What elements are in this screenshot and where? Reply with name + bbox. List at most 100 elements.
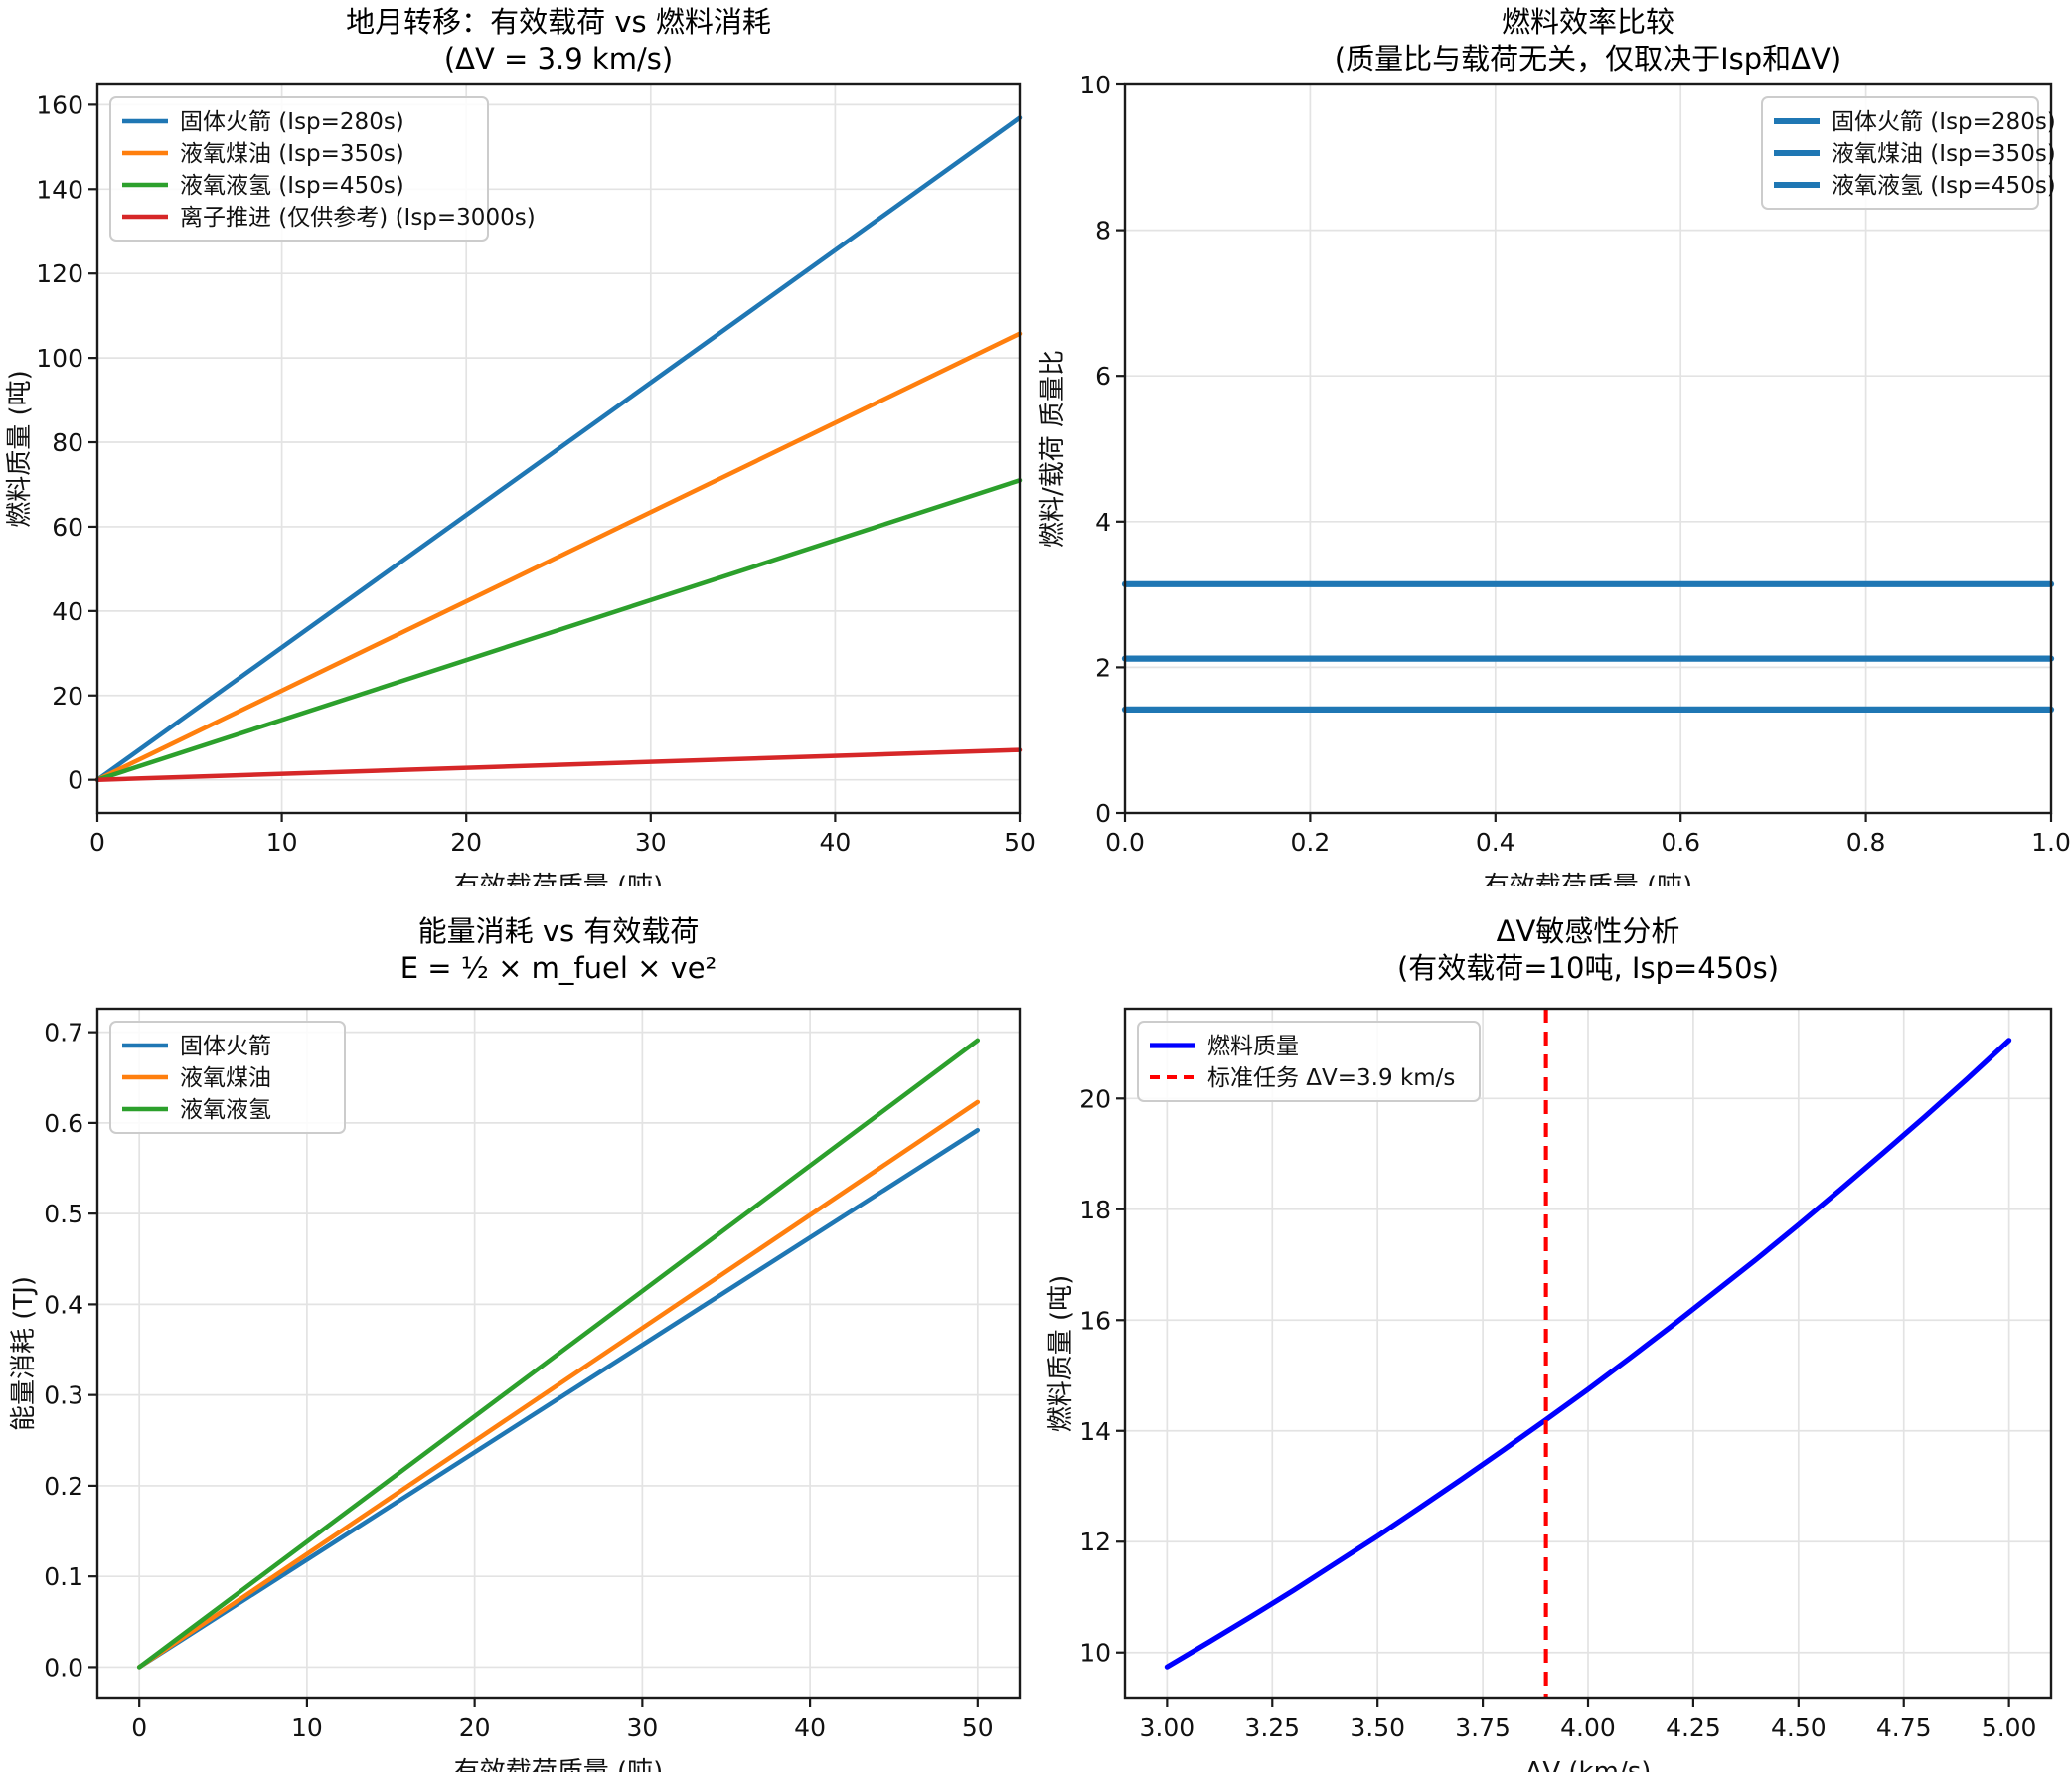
x-tick-label: 5.00 [1982,1713,2037,1742]
series-group [1121,580,2055,714]
y-tick-label: 0.7 [44,1019,83,1047]
x-tick-label: 4.25 [1666,1713,1721,1742]
legend-entry-label: 液氧液氢 (Isp=450s) [1832,173,2056,199]
legend-entry-label: 固体火箭 [180,1034,271,1059]
legend-entry-label: 液氧煤油 [180,1065,271,1091]
legend-entry-label: 离子推进 (仅供参考) (Isp=3000s) [180,205,536,231]
y-tick-label: 12 [1079,1528,1111,1556]
chart-subtitle: E = ½ × m_fuel × ve² [399,951,717,985]
x-tick-label: 0.8 [1846,828,1886,857]
axis-ticks: 0.0 0.2 0.4 0.6 0.8 1.0 0 2 4 6 8 10 [1079,71,2071,857]
y-tick-label: 20 [52,682,83,711]
panel-fuel-efficiency: 燃料效率比较 (质量比与载荷无关，仅取决于Isp和ΔV) 0.0 0.2 0.4 0.… [1036,0,2072,886]
x-tick-label: 4.75 [1876,1713,1932,1742]
series-line-1 [94,331,1023,782]
x-tick-label: 3.50 [1350,1713,1405,1742]
legend-entry-label: 固体火箭 (Isp=280s) [180,109,404,135]
x-axis-label: 有效载荷质量 (吨) [454,1757,664,1772]
axes-spines [95,1007,1022,1700]
axes-spines [1123,82,2053,815]
y-tick-label: 18 [1079,1196,1111,1224]
y-tick-label: 80 [52,428,83,457]
series-line-0 [1164,1038,2012,1670]
legend-entry-label: 液氧液氢 [180,1097,271,1123]
y-tick-label: 0.5 [44,1200,83,1228]
chart-title: 能量消耗 vs 有效载荷 [417,914,700,948]
y-tick-label: 0.0 [44,1653,83,1682]
x-tick-label: 50 [962,1713,994,1742]
grid [1125,1009,2051,1698]
x-tick-label: 0 [131,1713,147,1742]
chart-canvas-fuel-efficiency: 0.0 0.2 0.4 0.6 0.8 1.0 0 2 4 6 8 10 有效载荷质量 (吨) 燃料/载荷… [1038,71,2071,886]
series-line-2 [136,1038,981,1670]
legend-entry-label: 液氧液氢 (Isp=450s) [180,173,404,199]
chart-title: ΔV敏感性分析 [1496,914,1680,948]
y-tick-label: 20 [1079,1084,1111,1113]
legend-entry-label: 液氧煤油 (Isp=350s) [1832,141,2056,167]
x-tick-label: 3.00 [1140,1713,1195,1742]
x-tick-label: 10 [291,1713,323,1742]
series-group [94,115,1023,782]
chart-title-block: ΔV敏感性分析 (有效载荷=10吨, Isp=450s) [1125,913,2051,987]
y-tick-label: 140 [36,175,83,204]
y-tick-label: 160 [36,90,83,119]
y-tick-label: 40 [52,597,83,626]
chart-canvas-deltav-sensitivity: 3.00 3.25 3.50 3.75 4.00 4.25 4.50 4.75 5.00 10 12… [1046,1007,2053,1772]
y-tick-label: 4 [1095,508,1111,537]
y-tick-label: 10 [1079,71,1111,99]
y-tick-label: 0 [68,766,83,795]
series-line-3 [94,747,1023,782]
panel-deltav-sensitivity: ΔV敏感性分析 (有效载荷=10吨, Isp=450s) 3.00 3.25 3.5… [1036,886,2072,1772]
x-tick-label: 0 [89,828,105,857]
axis-ticks: 0 10 20 30 40 50 0.0 0.1 0.2 0.3 0.4 0.5 0.6 0.7 [44,1019,993,1742]
chart-canvas-payload-vs-fuel: 0 10 20 30 40 50 0 20 40 60 80 100 120 140 160 有效载荷质量 (… [5,82,1036,886]
y-axis-label: 燃料/载荷 质量比 [1038,350,1068,548]
x-axis-label: 有效载荷质量 (吨) [454,872,664,886]
legend-entry-label: 固体火箭 (Isp=280s) [1832,109,2056,135]
series-group [136,1038,981,1670]
series-line-0 [136,1127,981,1670]
x-tick-label: 4.50 [1771,1713,1827,1742]
x-tick-label: 10 [266,828,298,857]
chart-subtitle: (ΔV = 3.9 km/s) [443,42,674,76]
chart-subtitle: (质量比与载荷无关，仅取决于Isp和ΔV) [1334,42,1842,76]
panel-energy-vs-payload: 能量消耗 vs 有效载荷 E = ½ × m_fuel × ve² 0 10 20 3… [0,886,1036,1772]
axis-ticks: 0 10 20 30 40 50 0 20 40 60 80 100 120 140 160 [36,90,1036,857]
y-tick-label: 0.6 [44,1109,83,1138]
series-line-2 [94,478,1023,782]
y-axis-label: 燃料质量 (吨) [1046,1275,1076,1433]
legend-entry-label: 液氧煤油 (Isp=350s) [180,141,404,167]
y-tick-label: 10 [1079,1639,1111,1668]
x-tick-label: 3.75 [1455,1713,1511,1742]
x-tick-label: 0.4 [1476,828,1515,857]
chart-title-block: 能量消耗 vs 有效载荷 E = ½ × m_fuel × ve² [97,913,1020,987]
x-tick-label: 30 [635,828,667,857]
legend: 固体火箭 (Isp=280s) 液氧煤油 (Isp=350s) 液氧液氢 (Isp=… [109,96,536,242]
x-tick-label: 40 [819,828,851,857]
x-tick-label: 0.2 [1291,828,1331,857]
x-tick-label: 50 [1004,828,1036,857]
x-tick-label: 0.6 [1661,828,1700,857]
panel-payload-vs-fuel: 地月转移：有效载荷 vs 燃料消耗 (ΔV = 3.9 km/s) 0 10 20 3… [0,0,1036,886]
y-tick-label: 0.4 [44,1290,83,1319]
x-tick-label: 40 [794,1713,826,1742]
legend: 固体火箭 (Isp=280s) 液氧煤油 (Isp=350s) 液氧液氢 (Isp=… [1761,96,2056,210]
y-tick-label: 14 [1079,1417,1111,1446]
x-tick-label: 4.00 [1560,1713,1616,1742]
y-axis-label: 能量消耗 (TJ) [9,1276,39,1431]
legend-entry-label: 标准任务 ΔV=3.9 km/s [1207,1065,1455,1091]
chart-subtitle: (有效载荷=10吨, Isp=450s) [1396,951,1780,985]
x-tick-label: 0.0 [1105,828,1145,857]
y-tick-label: 0.1 [44,1562,83,1591]
axis-ticks: 3.00 3.25 3.50 3.75 4.00 4.25 4.50 4.75 5.00 10 12… [1079,1084,2036,1742]
y-axis-label: 燃料质量 (吨) [5,370,35,528]
x-axis-label: 有效载荷质量 (吨) [1484,872,1693,886]
series-group [1164,1038,2012,1670]
y-tick-label: 8 [1095,217,1111,245]
chart-title: 燃料效率比较 [1501,5,1674,39]
y-tick-label: 100 [36,344,83,373]
legend-entry-label: 燃料质量 [1207,1034,1299,1059]
